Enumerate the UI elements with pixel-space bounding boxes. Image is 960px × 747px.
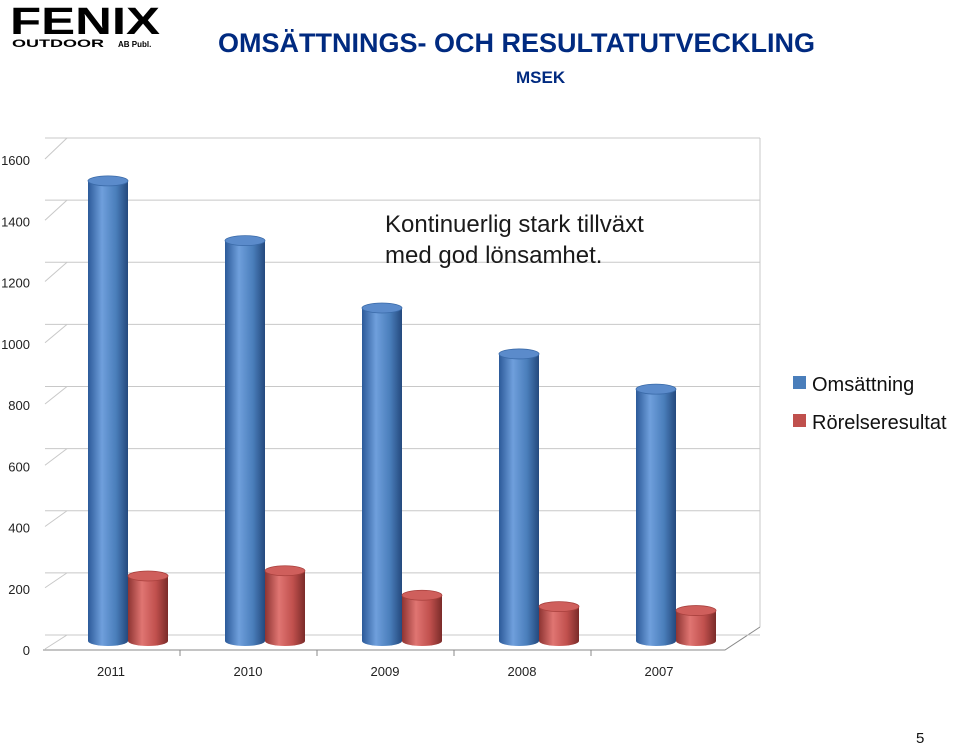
bar-cap <box>361 302 403 314</box>
bar-cap <box>401 589 443 601</box>
y-tick-label: 1600 <box>1 153 30 168</box>
gridline-side <box>44 634 68 650</box>
bar-rorelseresultat <box>675 605 717 646</box>
fenix-outdoor-logo: FENIX OUTDOOR AB Publ. <box>10 2 161 50</box>
chart-annotation-line-1: Kontinuerlig stark tillväxt <box>385 211 644 238</box>
bar-body <box>265 570 305 646</box>
y-tick-label: 1400 <box>1 214 30 229</box>
x-tick-label: 2008 <box>508 664 537 679</box>
bar-omsattning <box>498 348 540 646</box>
bar-body <box>225 240 265 646</box>
bar-cap <box>127 570 169 582</box>
bar-body <box>362 308 402 646</box>
bar-cap <box>635 383 677 395</box>
y-tick-label: 600 <box>8 459 30 474</box>
bar-rorelseresultat <box>538 601 580 646</box>
chart-annotation-line-2: med god lönsamhet. <box>385 242 602 269</box>
bar-body <box>88 180 128 646</box>
y-tick-label: 200 <box>8 582 30 597</box>
gridline-side <box>44 137 68 160</box>
y-tick-label: 0 <box>23 643 30 658</box>
bar-body <box>402 595 442 646</box>
logo-brand: FENIX <box>10 2 161 43</box>
x-axis-tick-labels: 2011 2010 2009 2008 2007 <box>97 650 673 679</box>
bar-body <box>676 610 716 646</box>
y-tick-label: 1200 <box>1 276 30 291</box>
bar-body <box>539 606 579 646</box>
bar-rorelseresultat <box>264 565 306 646</box>
page-title: OMSÄTTNINGS- OCH RESULTATUTVECKLING <box>218 28 815 58</box>
bar-cap <box>224 235 266 247</box>
y-tick-label: 1000 <box>1 337 30 352</box>
bar-omsattning <box>87 175 129 646</box>
gridline-side <box>44 572 68 589</box>
x-tick-label: 2009 <box>371 664 400 679</box>
legend-swatch-omsattning <box>793 376 806 389</box>
gridline-side <box>44 199 68 221</box>
bar-cap <box>538 601 580 612</box>
bar-cap <box>498 348 540 360</box>
logo-suffix: AB Publ. <box>118 40 151 49</box>
gridline-side <box>44 323 68 344</box>
bar-omsattning <box>361 302 403 646</box>
page-subtitle: MSEK <box>516 68 566 87</box>
gridline-side <box>44 448 68 466</box>
logo-tagline: OUTDOOR <box>12 38 104 50</box>
gridline-side <box>44 386 68 405</box>
gridline-side <box>44 510 68 527</box>
bar-rorelseresultat <box>127 570 169 646</box>
bar-omsattning <box>635 383 677 646</box>
bar-cap <box>264 565 306 577</box>
bar-body <box>499 353 539 646</box>
bar-cap <box>87 175 129 187</box>
legend-label-omsattning: Omsättning <box>812 374 914 396</box>
legend-swatch-rorelseresultat <box>793 414 806 427</box>
x-tick-label: 2011 <box>97 664 125 679</box>
x-tick-label: 2010 <box>234 664 263 679</box>
bar-body <box>636 389 676 646</box>
y-tick-label: 400 <box>8 521 30 536</box>
bar-rorelseresultat <box>401 589 443 646</box>
legend-label-rorelseresultat: Rörelseresultat <box>812 412 947 434</box>
page-number: 5 <box>916 730 925 747</box>
gridline-side <box>44 261 68 282</box>
bar-omsattning <box>224 235 266 646</box>
y-axis-tick-labels: 0 200 400 600 800 1000 1200 1400 1600 <box>1 153 30 658</box>
chart-legend: Omsättning Rörelseresultat <box>793 374 947 434</box>
x-tick-label: 2007 <box>645 664 674 679</box>
bar-cap <box>675 605 717 616</box>
chart-bars <box>87 175 717 646</box>
y-tick-label: 800 <box>8 398 30 413</box>
bar-body <box>128 575 168 646</box>
